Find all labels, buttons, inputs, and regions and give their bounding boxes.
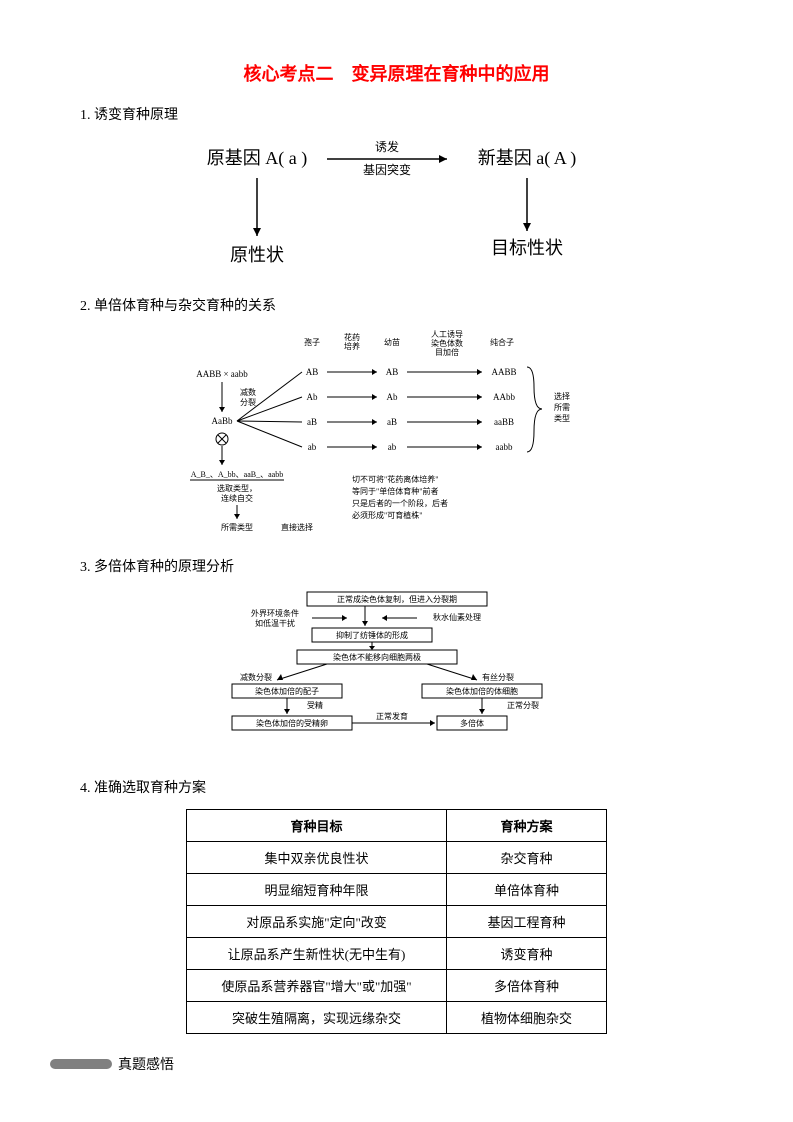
d3-boxl2: 染色体加倍的受精卵: [256, 718, 328, 728]
diagram1: 原基因 A( a ) 诱发 基因突变 新基因 a( A ) 原性状 目标性状: [80, 136, 713, 281]
d2-g0: AB: [305, 367, 318, 377]
cell-plan: 杂交育种: [447, 842, 607, 874]
table-row: 集中双亲优良性状 杂交育种: [187, 842, 607, 874]
section3-heading: 3. 多倍体育种的原理分析: [80, 556, 713, 576]
d2-bm: 直接选择: [281, 522, 313, 532]
page-title: 核心考点二 变异原理在育种中的应用: [80, 60, 713, 86]
d3-dev: 正常发育: [376, 711, 408, 721]
th-plan: 育种方案: [447, 810, 607, 842]
cell-plan: 诱变育种: [447, 938, 607, 970]
d3-fert: 受精: [307, 700, 323, 710]
d3-bl: 减数分裂: [240, 672, 272, 682]
cell-goal: 使原品系营养器官"增大"或"加强": [187, 970, 447, 1002]
d2-parents: AABB × aabb: [196, 369, 248, 379]
d1-arrow-top: 诱发: [374, 139, 398, 154]
footer-text: 真题感悟: [118, 1054, 174, 1074]
section4-heading: 4. 准确选取育种方案: [80, 777, 713, 797]
d3-lc1: 外界环境条件: [251, 608, 299, 618]
d2-h2a: 花药: [344, 332, 360, 342]
d2-h5: 纯合子: [490, 337, 514, 347]
table-row: 对原品系实施"定向"改变 基因工程育种: [187, 906, 607, 938]
d2-g1: Ab: [306, 392, 317, 402]
th-goal: 育种目标: [187, 810, 447, 842]
table-row: 明显缩短育种年限 单倍体育种: [187, 874, 607, 906]
d2-m3: ab: [387, 442, 396, 452]
section2-heading: 2. 单倍体育种与杂交育种的关系: [80, 295, 713, 315]
d3-result: 多倍体: [460, 718, 484, 728]
cell-plan: 多倍体育种: [447, 970, 607, 1002]
footer-bar-icon: [50, 1059, 112, 1069]
d2-p1: AAbb: [493, 392, 515, 402]
d1-arrow-bottom: 基因突变: [362, 162, 410, 177]
table-row: 让原品系产生新性状(无中生有) 诱变育种: [187, 938, 607, 970]
d1-right: 新基因 a( A ): [477, 148, 576, 169]
cell-goal: 明显缩短育种年限: [187, 874, 447, 906]
cell-goal: 对原品系实施"定向"改变: [187, 906, 447, 938]
d3-dev2: 正常分裂: [507, 700, 539, 710]
breeding-table: 育种目标 育种方案 集中双亲优良性状 杂交育种 明显缩短育种年限 单倍体育种 对…: [186, 809, 607, 1034]
d2-meiosis-1: 减数: [240, 387, 256, 397]
d3-mid2: 染色体不能移向细胞两极: [333, 652, 421, 662]
d2-br4: 必须形成"可育植株": [352, 510, 423, 520]
section1-heading: 1. 诱变育种原理: [80, 104, 713, 124]
d3-mid: 抑制了纺锤体的形成: [336, 630, 408, 640]
d2-side1: 选择: [554, 391, 570, 401]
d3-boxr: 染色体加倍的体细胞: [446, 686, 518, 696]
d2-m1: Ab: [386, 392, 397, 402]
cell-plan: 基因工程育种: [447, 906, 607, 938]
d1-right-result: 目标性状: [491, 238, 563, 258]
d2-br3: 只是后者的一个阶段，后者: [352, 498, 448, 508]
d2-f1: AaBb: [211, 416, 232, 426]
footer-tag: 真题感悟: [50, 1054, 174, 1074]
d3-lc2: 如低温干扰: [255, 618, 295, 628]
d2-br2: 等同于"单倍体育种"前者: [352, 486, 439, 496]
d1-left: 原基因 A( a ): [206, 148, 306, 169]
table-header-row: 育种目标 育种方案: [187, 810, 607, 842]
d2-bl: A_B_、A_bb、aaB_、aabb: [190, 470, 282, 479]
d2-side3: 类型: [554, 413, 570, 423]
d2-h1: 孢子: [304, 337, 320, 347]
d3-rc: 秋水仙素处理: [433, 612, 481, 622]
d3-br: 有丝分裂: [482, 672, 514, 682]
cell-plan: 单倍体育种: [447, 874, 607, 906]
d2-p0: AABB: [491, 367, 516, 377]
d2-p2: aaBB: [494, 417, 514, 427]
d2-bl2b: 连续自交: [221, 493, 253, 503]
d2-g2: aB: [307, 417, 317, 427]
d2-m2: aB: [387, 417, 397, 427]
cell-goal: 突破生殖隔离，实现远缘杂交: [187, 1002, 447, 1034]
table-row: 使原品系营养器官"增大"或"加强" 多倍体育种: [187, 970, 607, 1002]
d2-m0: AB: [385, 367, 398, 377]
d2-bl2a: 选取类型，: [217, 483, 257, 493]
cell-goal: 集中双亲优良性状: [187, 842, 447, 874]
diagram3: 正常成染色体复制，但进入分裂期 外界环境条件 如低温干扰 秋水仙素处理 抑制了纺…: [80, 588, 713, 763]
cell-goal: 让原品系产生新性状(无中生有): [187, 938, 447, 970]
d2-bl3: 所需类型: [221, 522, 253, 532]
d2-g3: ab: [307, 442, 316, 452]
cell-plan: 植物体细胞杂交: [447, 1002, 607, 1034]
d2-p3: aabb: [495, 442, 512, 452]
d2-h4a: 人工诱导: [431, 329, 463, 339]
d2-meiosis-2: 分裂: [240, 397, 256, 407]
d2-br1: 切不可将"花药离体培养": [352, 474, 439, 484]
d2-h4c: 目加倍: [435, 347, 459, 357]
diagram2: AABB × aabb 减数 分裂 AaBb A_B_、A_bb、aaB_、aa…: [80, 327, 713, 542]
d2-side2: 所需: [554, 402, 570, 412]
d2-h2b: 培养: [344, 341, 360, 351]
d3-boxl: 染色体加倍的配子: [255, 686, 319, 696]
d2-h3: 幼苗: [384, 337, 400, 347]
table-row: 突破生殖隔离，实现远缘杂交 植物体细胞杂交: [187, 1002, 607, 1034]
d1-left-result: 原性状: [230, 245, 284, 265]
d2-h4b: 染色体数: [431, 338, 463, 348]
d3-top: 正常成染色体复制，但进入分裂期: [337, 594, 457, 604]
